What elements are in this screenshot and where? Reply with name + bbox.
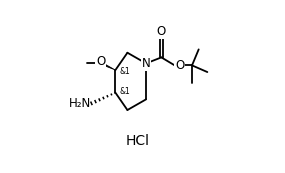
Text: &1: &1 xyxy=(120,87,131,96)
Text: O: O xyxy=(157,25,166,38)
Text: O: O xyxy=(175,59,184,72)
Text: O: O xyxy=(96,55,105,68)
Text: &1: &1 xyxy=(120,67,131,76)
Polygon shape xyxy=(99,62,115,70)
Text: N: N xyxy=(142,57,150,70)
Text: H₂N: H₂N xyxy=(68,97,91,110)
Text: HCl: HCl xyxy=(126,134,150,148)
